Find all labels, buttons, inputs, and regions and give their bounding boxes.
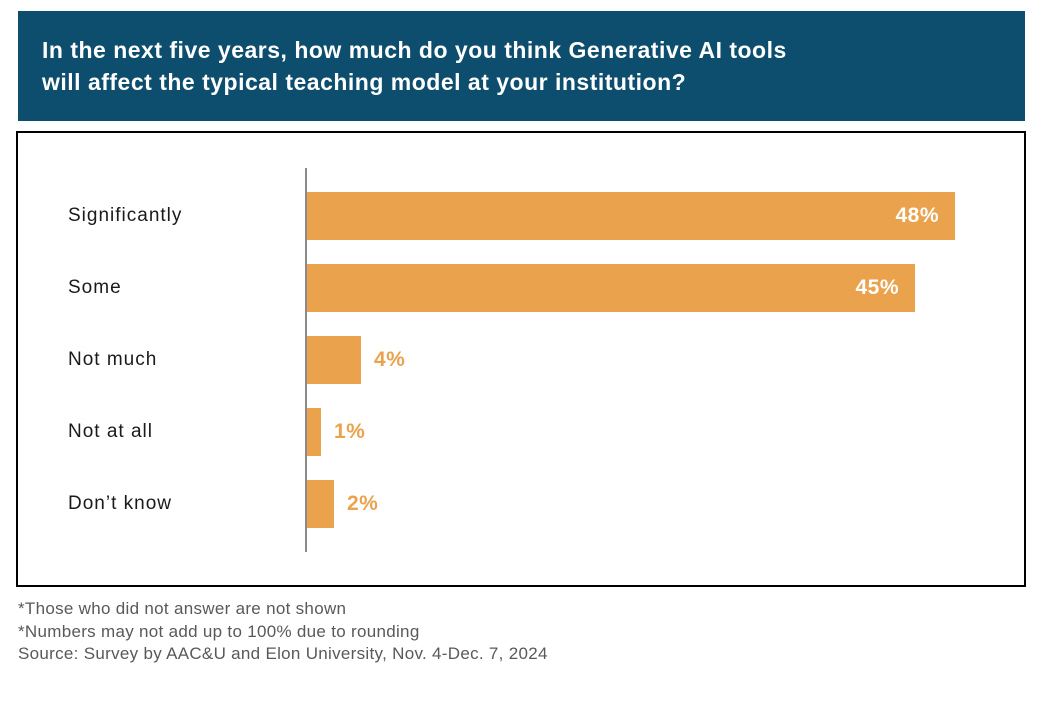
bar [307,408,321,456]
question-title: In the next five years, how much do you … [42,37,787,95]
footer-note: Source: Survey by AAC&U and Elon Univers… [18,644,548,663]
category-label: Significantly [68,205,183,226]
value-label: 45% [855,276,899,299]
bar-row: Don’t know 2% [18,480,1024,528]
footer-note: *Numbers may not add up to 100% due to r… [18,621,420,641]
bar [307,480,334,528]
category-label: Don’t know [68,493,172,514]
value-label: 4% [374,348,406,371]
y-axis-line [305,168,307,552]
footer-notes: *Those who did not answer are not shown *… [18,598,1026,666]
footer-note: *Those who did not answer are not shown [18,599,347,618]
value-label: 2% [347,492,379,515]
category-label: Not at all [68,421,153,442]
bar [307,264,915,312]
value-label: 1% [334,420,366,443]
question-banner: In the next five years, how much do you … [18,11,1025,121]
bar-row: Not much 4% [18,336,1024,384]
bar [307,192,955,240]
value-label: 48% [895,204,939,227]
bar-row: Significantly 48% [18,192,1024,240]
bar-row: Not at all 1% [18,408,1024,456]
chart-panel: Significantly 48% Some 45% Not much 4% Not at … [16,131,1026,587]
category-label: Not much [68,349,158,370]
category-label: Some [68,277,122,298]
bar-row: Some 45% [18,264,1024,312]
bar [307,336,361,384]
